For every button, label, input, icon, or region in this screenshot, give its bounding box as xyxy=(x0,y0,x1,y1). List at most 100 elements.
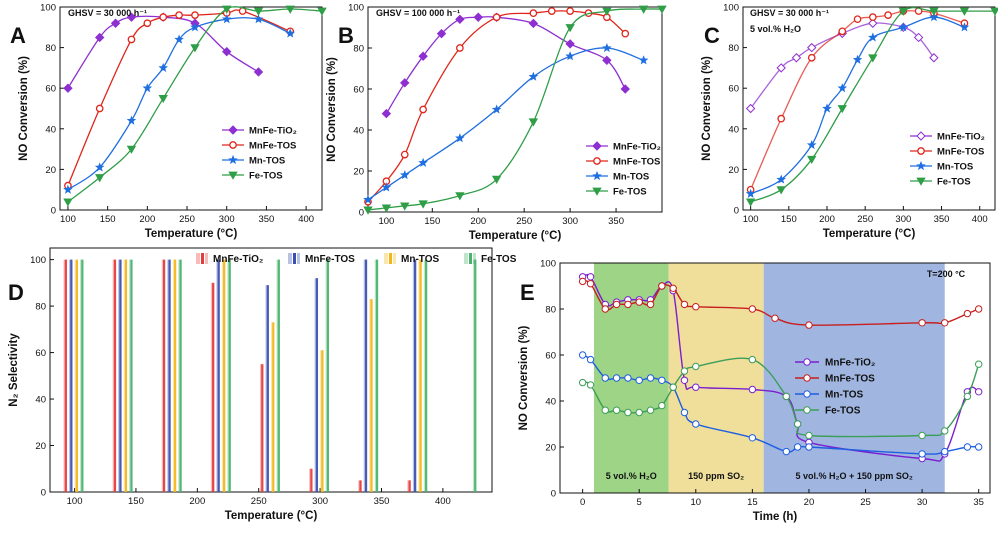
data-point-Fe-TOS xyxy=(190,44,200,53)
bar-MnFe-TiO2 xyxy=(162,259,166,492)
y-tick-label: 60 xyxy=(45,84,56,95)
bar-Fe-TOS xyxy=(277,259,280,492)
data-point-E_MnFe-TiO2 xyxy=(748,385,757,394)
data-point-MnFe-TOS xyxy=(529,9,538,17)
data-point-E_MnFe-TOS xyxy=(974,305,983,313)
data-point-Fe-TOS xyxy=(602,7,612,16)
bar-Mn-TOS xyxy=(272,322,275,492)
legend-marker-Fe-TOS xyxy=(228,171,238,180)
data-point-MnFe-TiO2 xyxy=(63,83,73,93)
data-point-E_MnFe-TOS xyxy=(635,298,643,306)
legend-marker-MnFe-TOS xyxy=(229,141,237,149)
data-point-MnFe-TOS xyxy=(621,29,630,38)
y-axis-label: NO Conversion (%) xyxy=(18,56,30,161)
bar-MnFe-TiO2 xyxy=(408,480,411,492)
y-axis-label: N₂ Selectivity xyxy=(8,333,20,407)
data-point-E_MnFe-TOS xyxy=(646,300,655,309)
data-point-MnFe-TOS xyxy=(159,13,168,21)
data-point-Mn-TOS xyxy=(126,115,137,125)
data-point-MnFe-TiO2 xyxy=(528,18,539,29)
data-point-E_Fe-TOS xyxy=(612,406,621,414)
x-tick-label: 150 xyxy=(424,216,440,227)
data-point-E_Fe-TOS xyxy=(974,360,983,368)
data-point-E_MnFe-TOS xyxy=(805,321,813,329)
data-point-MnFe-TOS xyxy=(95,104,104,113)
legend-label: Mn-TOS xyxy=(401,254,439,265)
data-point-E_Fe-TOS xyxy=(586,381,595,389)
region-label: 5 vol.% H₂O xyxy=(606,471,657,481)
legend-label: Fe-TOS xyxy=(249,171,283,182)
data-point-MnFe-TiO2 xyxy=(253,67,264,77)
data-point-E_Mn-TOS xyxy=(974,443,983,451)
legend-marker-MnFe-TOS xyxy=(593,157,601,165)
data-point-Fe-TOS xyxy=(63,198,73,207)
legend-marker-MnFe-TiO2 xyxy=(916,131,926,141)
data-point-Mn-TOS xyxy=(418,157,428,167)
bar-Mn-TOS xyxy=(419,259,422,492)
data-point-MnFe-TiO2 xyxy=(565,39,575,49)
data-point-Fe-TOS xyxy=(285,5,295,14)
data-point-E_Fe-TOS xyxy=(793,420,802,428)
x-tick-label: 150 xyxy=(100,214,116,225)
y-tick-label: 80 xyxy=(45,43,56,54)
x-tick-label: 300 xyxy=(562,216,578,227)
legend-label: Mn-TOS xyxy=(613,172,649,183)
data-point-MnFe-TOS xyxy=(127,35,136,44)
y-tick-label: 80 xyxy=(728,43,739,54)
y-tick-label: 0 xyxy=(359,208,364,219)
data-point-E_MnFe-TOS xyxy=(941,319,949,327)
data-point-E_Fe-TOS xyxy=(918,431,926,440)
data-point-MnFe-TiO2 xyxy=(455,14,465,25)
data-point-MnFe-TOS xyxy=(400,150,409,159)
data-point-E_MnFe-TiO2 xyxy=(586,273,595,281)
data-point-Fe-TOS xyxy=(565,24,575,33)
data-point-MnFe-TOS xyxy=(868,13,877,21)
bar-Fe-TOS xyxy=(326,259,330,492)
data-point-Fe-TOS xyxy=(657,5,667,14)
bar-Fe-TOS xyxy=(179,259,182,492)
data-point-Fe-TOS xyxy=(400,202,410,211)
data-point-E_Mn-TOS xyxy=(941,447,949,456)
data-point-Mn-TOS xyxy=(745,188,756,198)
bar-Mn-TOS xyxy=(223,259,226,492)
x-axis-label: Temperature (°C) xyxy=(469,230,562,242)
y-tick-label: 20 xyxy=(545,443,556,454)
legend-label: MnFe-TiO₂ xyxy=(249,126,297,137)
data-point-Mn-TOS xyxy=(898,22,909,32)
bar-MnFe-TOS xyxy=(168,259,171,492)
x-tick-label: 400 xyxy=(435,496,451,507)
x-tick-label: 250 xyxy=(516,216,532,227)
data-point-Mn-TOS xyxy=(455,133,465,143)
data-point-Fe-TOS xyxy=(868,54,878,63)
data-point-MnFe-TiO2 xyxy=(222,46,232,57)
x-tick-label: 350 xyxy=(934,214,950,225)
data-point-MnFe-TOS xyxy=(884,11,892,19)
data-point-E_Fe-TOS xyxy=(692,362,700,371)
legend-label: MnFe-TiO₂ xyxy=(213,254,263,265)
data-point-E_MnFe-TOS xyxy=(771,314,779,322)
data-point-MnFe-TiO2 xyxy=(400,78,410,88)
x-tick-label: 100 xyxy=(60,214,76,225)
data-point-Mn-TOS xyxy=(174,34,184,44)
legend-swatch xyxy=(473,253,476,264)
panel-A: 100 150 200 250 300 350 400 0 20 40 60 80 100 Tempera… xyxy=(10,3,327,240)
bar-Fe-TOS xyxy=(375,259,379,492)
bar-MnFe-TOS xyxy=(364,259,368,492)
series-line-MnFe-TOS xyxy=(750,10,965,190)
data-point-E_Mn-TOS xyxy=(578,351,587,359)
data-point-E_MnFe-TiO2 xyxy=(680,376,689,384)
series-line-Fe-TOS xyxy=(67,6,323,203)
panel-label: D xyxy=(8,280,24,305)
data-point-Fe-TOS xyxy=(253,7,264,16)
x-tick-label: 15 xyxy=(747,497,758,508)
x-tick-label: 300 xyxy=(895,214,911,225)
data-point-E_Mn-TOS xyxy=(805,443,813,451)
data-point-Mn-TOS xyxy=(776,174,787,184)
data-point-E_Mn-TOS xyxy=(963,443,972,451)
data-point-Fe-TOS xyxy=(745,198,756,207)
data-point-MnFe-TOS xyxy=(853,15,862,24)
y-tick-label: 20 xyxy=(35,441,46,452)
data-point-E_MnFe-TOS xyxy=(748,305,757,313)
region-label: 5 vol.% H₂O + 150 ppm SO₂ xyxy=(796,471,913,481)
legend-label: MnFe-TOS xyxy=(937,147,984,158)
